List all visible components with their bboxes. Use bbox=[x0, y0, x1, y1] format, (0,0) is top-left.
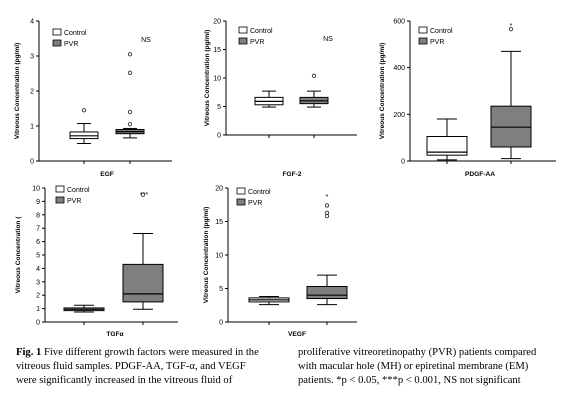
y-tick-label: 600 bbox=[393, 19, 405, 26]
y-tick-label: 9 bbox=[36, 199, 40, 206]
y-tick-label: 0 bbox=[217, 133, 221, 140]
y-axis-label: Vitreous Concentration (pg/ml) bbox=[14, 43, 21, 140]
y-tick-label: 4 bbox=[30, 19, 34, 26]
y-axis-label: Vitreous Concentration (pg/ml) bbox=[204, 30, 211, 127]
legend-label-control: Control bbox=[250, 28, 273, 35]
outlier-pvr bbox=[324, 210, 330, 215]
y-tick-label: 4 bbox=[36, 266, 40, 273]
y-tick-label: 3 bbox=[36, 279, 40, 286]
y-axis-label: Vitreous Concentration (pg/ml) bbox=[379, 43, 386, 140]
caption-figure-label: Fig. 1 bbox=[16, 347, 42, 358]
legend-label-pvr: PVR bbox=[430, 39, 444, 46]
y-tick-label: 1 bbox=[36, 306, 40, 313]
y-tick-label: 0 bbox=[36, 320, 40, 327]
outlier-control bbox=[81, 108, 87, 113]
y-tick-label: 5 bbox=[217, 104, 221, 111]
figure-caption-right: proliferative vitreoretinopathy (PVR) pa… bbox=[298, 346, 560, 388]
legend-swatch-control bbox=[236, 187, 246, 195]
y-tick-label: 10 bbox=[213, 76, 221, 83]
y-tick-label: 5 bbox=[219, 286, 223, 293]
caption-text-1: Five different growth factors were measu… bbox=[41, 347, 259, 358]
y-tick-label: 15 bbox=[213, 47, 221, 54]
outlier-pvr bbox=[127, 52, 133, 57]
legend-label-control: Control bbox=[67, 187, 90, 194]
y-tick-label: 5 bbox=[36, 253, 40, 260]
caption-line-3: were significantly increased in the vitr… bbox=[16, 375, 233, 386]
box-control bbox=[426, 136, 468, 156]
y-tick-label: 6 bbox=[36, 239, 40, 246]
x-axis-label: FGF-2 bbox=[282, 171, 301, 178]
legend-swatch-pvr bbox=[55, 196, 65, 204]
x-axis-label: PDGF-AA bbox=[465, 171, 495, 178]
y-tick-label: 8 bbox=[36, 212, 40, 219]
outlier-pvr bbox=[508, 27, 514, 32]
legend-label-control: Control bbox=[430, 28, 453, 35]
y-tick-label: 7 bbox=[36, 226, 40, 233]
y-tick-label: 2 bbox=[30, 89, 34, 96]
chart-panel-egf: 0 1 2 3 4 Vitreous Concentration (pg/ml) EGF Co… bbox=[14, 19, 172, 178]
y-tick-label: 10 bbox=[215, 253, 223, 260]
legend-label-control: Control bbox=[248, 189, 271, 196]
legend-label-control: Control bbox=[64, 30, 87, 37]
y-axis-label: Vitreous Concentration ( bbox=[15, 216, 22, 294]
legend-swatch-pvr bbox=[236, 198, 246, 206]
outlier-pvr bbox=[311, 73, 317, 78]
caption-line-1: Fig. 1 Five different growth factors wer… bbox=[16, 346, 278, 360]
x-axis-label: EGF bbox=[100, 171, 114, 178]
legend-swatch-control bbox=[52, 28, 62, 36]
caption-line-6: patients. *p < 0.05, ***p < 0.001, NS no… bbox=[298, 375, 521, 386]
caption-line-4: proliferative vitreoretinopathy (PVR) pa… bbox=[298, 347, 537, 358]
y-tick-label: 20 bbox=[213, 19, 221, 26]
y-tick-label: 0 bbox=[30, 159, 34, 166]
legend-label-pvr: PVR bbox=[250, 39, 264, 46]
chart-panel-tgfα: 0 1 2 3 4 5 6 7 8 9 10 Vitreous Concentration ( TGFα… bbox=[15, 185, 178, 338]
significance-label: * bbox=[326, 194, 329, 201]
legend-swatch-control bbox=[418, 26, 428, 34]
y-tick-label: 10 bbox=[32, 186, 40, 193]
legend-swatch-pvr bbox=[418, 37, 428, 45]
x-axis-label: VEGF bbox=[288, 331, 306, 338]
caption-line-2: vitreous fluid samples. PDGF-AA, TGF-α, … bbox=[16, 361, 246, 372]
outlier-pvr bbox=[127, 109, 133, 115]
legend-label-pvr: PVR bbox=[67, 198, 81, 205]
legend-swatch-control bbox=[55, 185, 65, 193]
y-tick-label: 0 bbox=[219, 320, 223, 327]
box-pvr bbox=[306, 285, 348, 300]
outlier-pvr bbox=[324, 213, 330, 219]
box-pvr bbox=[122, 263, 164, 303]
y-tick-label: 3 bbox=[30, 54, 34, 61]
y-tick-label: 1 bbox=[30, 124, 34, 131]
legend-swatch-pvr bbox=[52, 39, 62, 47]
outlier-pvr bbox=[324, 203, 330, 208]
chart-panel-vegf: 0 5 10 15 20 Vitreous Concentration (pg/ml) VE… bbox=[203, 186, 357, 338]
y-tick-label: 400 bbox=[393, 65, 405, 72]
y-axis-label: Vitreous Concentration (pg/ml) bbox=[203, 207, 210, 304]
outlier-pvr bbox=[127, 122, 133, 127]
significance-label: NS bbox=[141, 37, 151, 44]
y-tick-label: 2 bbox=[36, 293, 40, 300]
caption-line-5: with macular hole (MH) or epiretinal mem… bbox=[298, 361, 529, 372]
legend-swatch-control bbox=[238, 26, 248, 34]
figure-caption-left: Fig. 1 Five different growth factors wer… bbox=[16, 346, 278, 388]
figure-panels: 0 1 2 3 4 Vitreous Concentration (pg/ml) EGF Co… bbox=[14, 19, 556, 338]
significance-label: NS bbox=[323, 36, 333, 43]
y-tick-label: 0 bbox=[401, 159, 405, 166]
y-tick-label: 15 bbox=[215, 219, 223, 226]
outlier-pvr bbox=[140, 192, 146, 197]
y-tick-label: 20 bbox=[215, 186, 223, 193]
y-tick-label: 200 bbox=[393, 112, 405, 119]
legend-swatch-pvr bbox=[238, 37, 248, 45]
legend-label-pvr: PVR bbox=[64, 41, 78, 48]
chart-panel-pdgf-aa: 0 200 400 600 Vitreous Concentration (pg/ml)… bbox=[379, 19, 556, 178]
outlier-pvr bbox=[127, 70, 133, 75]
x-axis-label: TGFα bbox=[106, 331, 123, 338]
legend-label-pvr: PVR bbox=[248, 200, 262, 207]
significance-label: * bbox=[510, 23, 513, 30]
